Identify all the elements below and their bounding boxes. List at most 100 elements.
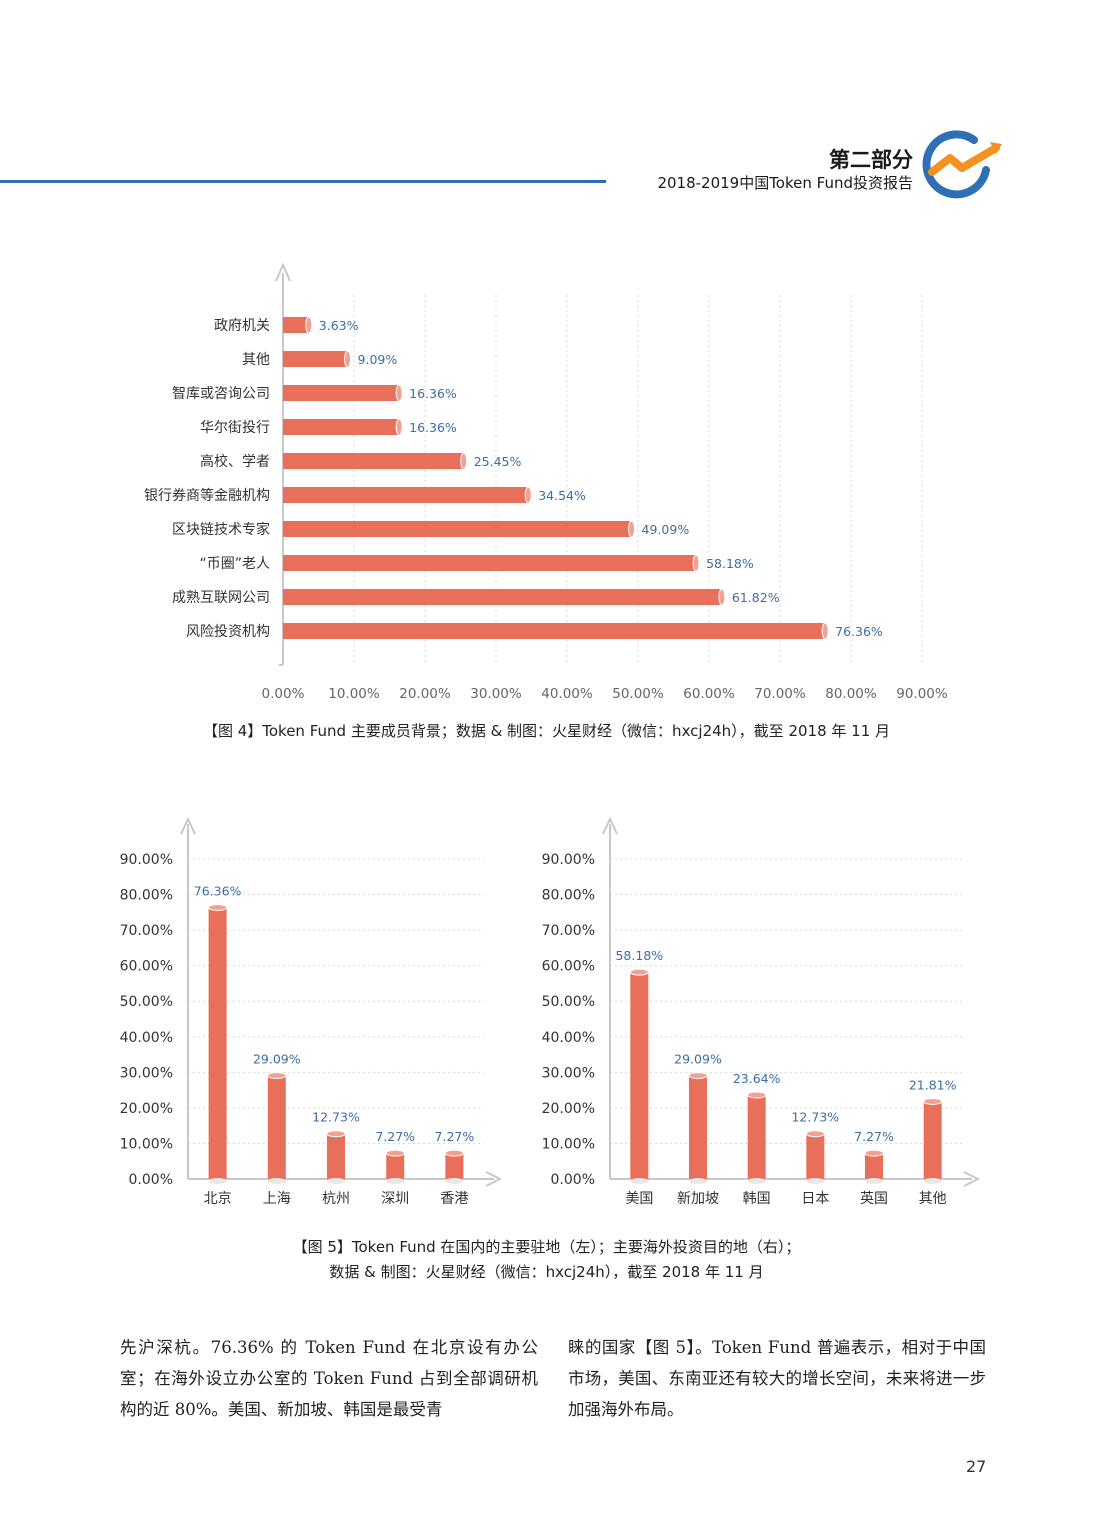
bar-base <box>327 1178 345 1184</box>
bar-base <box>445 1178 464 1184</box>
header-rule <box>0 180 606 183</box>
category-label: 英国 <box>860 1190 888 1207</box>
bar-cap <box>444 1149 464 1157</box>
bar-base <box>806 1178 825 1184</box>
x-tick-label: 40.00% <box>541 686 593 702</box>
x-tick-label: 50.00% <box>612 686 664 702</box>
category-label: 其他 <box>919 1191 947 1207</box>
bar-base <box>208 1178 227 1184</box>
domestic-location-chart: 0.00% 10.00% 20.00% 30.00% 40.00% 50.00% 60.00… <box>120 816 503 1207</box>
bar <box>283 589 722 605</box>
x-tick-label: 10.00% <box>328 686 380 702</box>
bar-cap <box>305 316 313 334</box>
y-tick-label: 90.00% <box>542 852 595 868</box>
value-label: 16.36% <box>409 420 457 435</box>
bar <box>283 453 464 469</box>
bar <box>208 907 227 1179</box>
value-label: 25.45% <box>474 454 522 469</box>
bar <box>283 419 400 435</box>
bar-cap <box>208 903 228 911</box>
category-label: 风险投资机构 <box>186 624 270 640</box>
member-background-chart: 0.00% 10.00% 20.00% 30.00% 40.00% 50.00% 60.00… <box>144 262 948 702</box>
value-label: 49.09% <box>642 522 690 537</box>
y-tick-label: 50.00% <box>542 994 595 1010</box>
bar-cap <box>395 384 403 402</box>
category-label: 智库或咨询公司 <box>172 386 270 402</box>
bar-cap <box>385 1149 405 1157</box>
bar <box>283 521 632 537</box>
bar <box>747 1094 766 1179</box>
bar-cap <box>747 1091 767 1099</box>
category-label: “币圈”老人 <box>199 556 270 572</box>
y-tick-label: 0.00% <box>551 1172 595 1188</box>
y-tick-label: 90.00% <box>120 852 173 868</box>
report-title: 2018-2019中国Token Fund投资报告 <box>657 174 913 192</box>
category-label: 成熟互联网公司 <box>172 590 270 606</box>
value-label: 21.81% <box>909 1077 957 1092</box>
category-label: 深圳 <box>381 1191 409 1207</box>
x-tick-label: 0.00% <box>262 686 305 702</box>
value-label: 3.63% <box>319 318 359 333</box>
category-label: 华尔街投行 <box>200 420 270 436</box>
bar-cap <box>326 1130 346 1138</box>
body-text-right: 睐的国家【图 5】。Token Fund 普遍表示，相对于中国市场，美国、东南亚… <box>568 1338 986 1419</box>
overseas-destination-chart: 0.00% 10.00% 20.00% 30.00% 40.00% 50.00% 60.00… <box>542 816 981 1207</box>
bar <box>630 972 649 1179</box>
bar <box>327 1133 345 1179</box>
bar-cap <box>629 968 649 976</box>
category-label: 韩国 <box>743 1191 771 1207</box>
category-label: 杭州 <box>322 1191 350 1207</box>
bar-cap <box>864 1149 884 1157</box>
figure5-caption-line1: 【图 5】Token Fund 在国内的主要驻地（左）；主要海外投资目的地（右）… <box>292 1238 801 1256</box>
bar <box>445 1153 464 1179</box>
figure4-caption: 【图 4】Token Fund 主要成员背景；数据 & 制图：火星财经（微信：h… <box>202 722 891 740</box>
x-tick-label: 60.00% <box>683 686 735 702</box>
value-label: 76.36% <box>835 624 883 639</box>
bar-base <box>923 1178 942 1184</box>
y-tick-label: 40.00% <box>542 1030 595 1046</box>
growth-line-circle-icon <box>922 130 1002 199</box>
category-label: 上海 <box>263 1191 291 1207</box>
bar <box>283 385 400 401</box>
bar <box>267 1075 286 1179</box>
y-tick-label: 80.00% <box>120 888 173 904</box>
bar <box>923 1101 942 1179</box>
value-label: 61.82% <box>732 590 780 605</box>
x-tick-label: 30.00% <box>470 686 522 702</box>
value-label: 12.73% <box>791 1110 839 1125</box>
figure5-caption-line2: 数据 & 制图：火星财经（微信：hxcj24h），截至 2018 年 11 月 <box>329 1263 764 1281</box>
y-tick-label: 60.00% <box>120 959 173 975</box>
x-axis-arrow <box>963 1171 981 1187</box>
bar <box>806 1133 825 1179</box>
category-label: 银行券商等金融机构 <box>144 487 270 504</box>
y-tick-label: 70.00% <box>120 923 173 939</box>
category-label: 其他 <box>242 352 270 368</box>
y-axis-arrow <box>602 816 618 835</box>
y-tick-label: 80.00% <box>542 888 595 904</box>
value-label: 7.27% <box>435 1129 475 1144</box>
bar-base <box>267 1178 286 1184</box>
bar-cap <box>395 418 403 436</box>
bar-base <box>630 1178 649 1184</box>
category-label: 政府机关 <box>214 318 270 334</box>
value-label: 29.09% <box>674 1052 722 1067</box>
bar <box>283 623 826 639</box>
bar-cap <box>344 350 352 368</box>
category-label: 美国 <box>625 1191 653 1207</box>
value-label: 9.09% <box>358 352 398 367</box>
body-text-left: 先沪深杭。76.36% 的 Token Fund 在北京设有办公室；在海外设立办… <box>120 1338 538 1419</box>
bar <box>283 487 529 503</box>
bar-cap <box>267 1072 287 1080</box>
y-tick-label: 10.00% <box>120 1136 173 1152</box>
category-label: 北京 <box>204 1191 232 1207</box>
category-label: 区块链技术专家 <box>172 521 270 538</box>
bar-cap <box>718 588 726 606</box>
bar <box>283 351 348 367</box>
bar <box>689 1075 707 1179</box>
category-label: 香港 <box>440 1191 468 1207</box>
bar-cap <box>628 520 636 538</box>
value-label: 7.27% <box>854 1129 894 1144</box>
bar <box>283 317 309 333</box>
bar-cap <box>524 486 532 504</box>
bar-cap <box>821 622 829 640</box>
